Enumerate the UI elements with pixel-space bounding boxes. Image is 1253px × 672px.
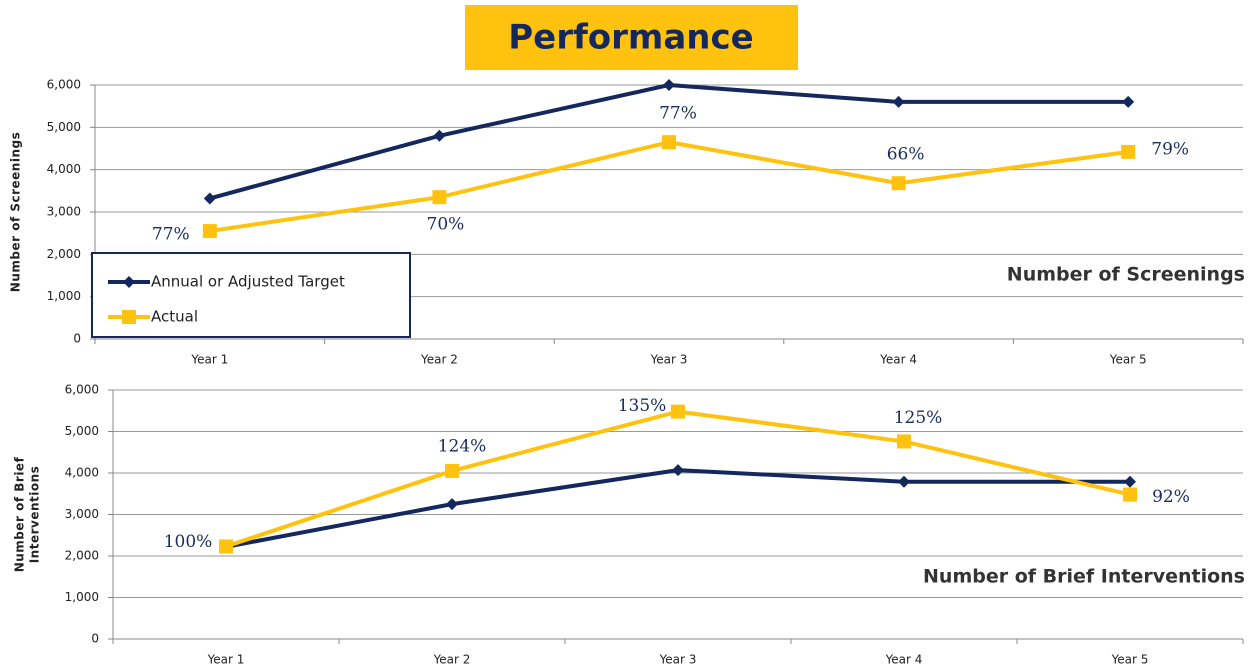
data-point — [897, 434, 911, 449]
x-tick-label: Year 4 — [885, 653, 923, 667]
data-point — [1123, 487, 1137, 502]
annotation: 125% — [894, 408, 943, 428]
y-tick-label: 5,000 — [65, 424, 99, 438]
data-point — [203, 192, 216, 205]
y-tick-label: 2,000 — [65, 549, 99, 563]
x-tick-label: Year 4 — [879, 353, 917, 367]
annotation: 79% — [1151, 139, 1189, 159]
y-tick-label: 3,000 — [65, 507, 99, 521]
x-tick-label: Year 5 — [1109, 353, 1147, 367]
data-point — [898, 475, 910, 488]
chart-title: Number of Screenings — [1007, 264, 1245, 286]
legend-label: Annual or Adjusted Target — [151, 273, 345, 291]
data-point — [432, 190, 447, 205]
page-title: Performance — [508, 18, 753, 58]
y-tick-label: 6,000 — [47, 78, 81, 92]
y-tick-label: 2,000 — [47, 247, 81, 261]
series-line — [209, 140, 1129, 234]
legend-marker — [122, 310, 136, 324]
data-point — [1122, 95, 1135, 108]
y-tick-label: 0 — [73, 332, 81, 346]
data-point — [672, 464, 684, 477]
data-point — [891, 176, 906, 191]
y-tick-label: 3,000 — [47, 205, 81, 219]
y-tick-label: 4,000 — [65, 466, 99, 480]
data-point — [1124, 475, 1136, 488]
y-tick-label: 1,000 — [65, 590, 99, 604]
data-point — [892, 95, 905, 108]
y-axis-label: Number of Brief — [13, 456, 27, 572]
y-tick-label: 1,000 — [47, 289, 81, 303]
x-tick-label: Year 3 — [659, 653, 697, 667]
x-tick-label: Year 3 — [650, 353, 688, 367]
legend-marker — [123, 276, 135, 288]
annotation: 92% — [1152, 487, 1190, 507]
data-point — [662, 135, 676, 150]
annotation: 77% — [659, 104, 697, 124]
y-tick-label: 0 — [91, 632, 99, 646]
data-point — [671, 404, 685, 419]
annotation: 66% — [887, 145, 925, 165]
data-point — [445, 463, 459, 478]
y-tick-label: 5,000 — [47, 120, 81, 134]
legend-label: Actual — [151, 308, 198, 326]
x-tick-label: Year 1 — [207, 653, 245, 667]
x-tick-label: Year 2 — [433, 653, 471, 667]
data-point — [202, 224, 217, 239]
annotation: 100% — [164, 532, 213, 552]
y-tick-label: 6,000 — [65, 383, 99, 397]
title-box — [465, 5, 798, 70]
series-line — [225, 468, 1130, 549]
data-point — [433, 129, 446, 142]
data-point — [446, 498, 458, 511]
x-tick-label: Year 1 — [190, 353, 228, 367]
y-tick-label: 4,000 — [47, 162, 81, 176]
y-axis-label: Interventions — [28, 466, 42, 564]
annotation: 124% — [438, 436, 487, 456]
data-point — [219, 539, 233, 554]
annotation: 77% — [152, 225, 190, 245]
data-point — [663, 79, 675, 91]
legend-box — [91, 252, 411, 338]
chart-title: Number of Brief Interventions — [923, 566, 1245, 588]
annotation: 70% — [427, 215, 465, 235]
x-tick-label: Year 2 — [420, 353, 458, 367]
x-tick-label: Year 5 — [1111, 653, 1149, 667]
y-axis-label: Number of Screenings — [9, 132, 23, 292]
annotation: 135% — [618, 396, 667, 416]
data-point — [1121, 144, 1136, 159]
